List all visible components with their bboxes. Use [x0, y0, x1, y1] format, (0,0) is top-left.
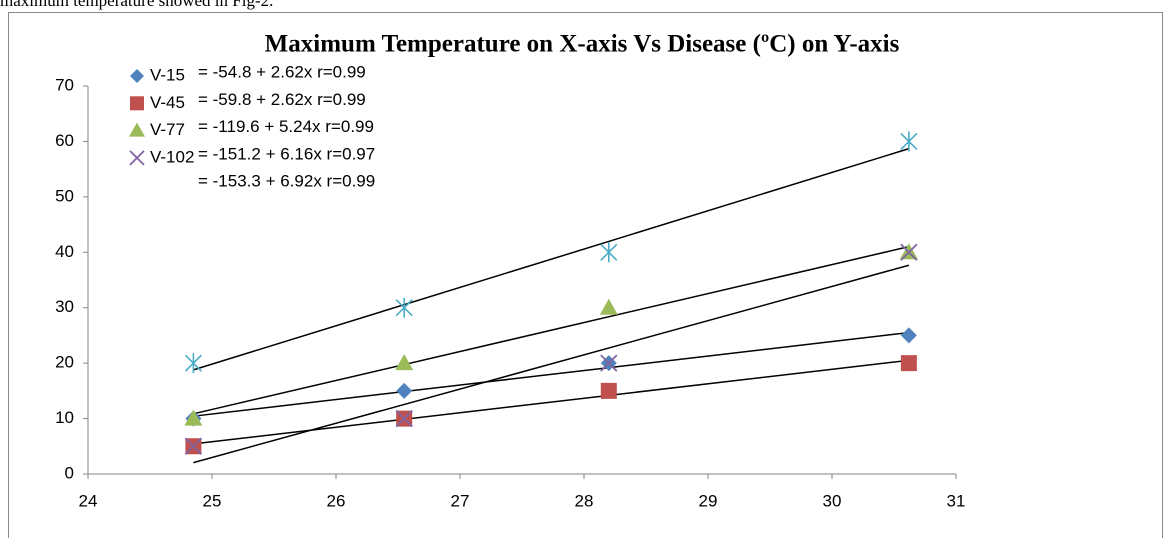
trendline — [193, 264, 910, 464]
page-text: maximum temperature showed in Fig-2. — [0, 0, 273, 10]
point — [184, 353, 202, 374]
trendline — [193, 245, 910, 415]
point — [395, 297, 413, 318]
point — [900, 243, 918, 261]
point — [395, 409, 413, 428]
y-tick-label: 50 — [55, 186, 74, 205]
x-tick-label: 26 — [327, 491, 346, 510]
y-tick-label: 10 — [55, 408, 74, 427]
x-tick-label: 28 — [575, 491, 594, 510]
x-tick-label: 30 — [823, 491, 842, 510]
x-tick-label: 31 — [947, 491, 966, 510]
x-tick-label: 24 — [79, 491, 98, 510]
point — [900, 355, 917, 372]
equation: = -153.3 + 6.92x r=0.99 — [198, 172, 375, 191]
legend-marker — [129, 150, 145, 166]
legend-marker — [130, 96, 144, 111]
equation: = -119.6 + 5.24x r=0.99 — [198, 117, 374, 136]
y-tick-label: 30 — [55, 297, 74, 316]
point — [600, 382, 617, 399]
point — [396, 382, 413, 399]
point — [600, 242, 618, 263]
trendline — [193, 331, 909, 417]
point — [184, 437, 203, 455]
y-tick-label: 20 — [55, 353, 74, 372]
equation: = -59.8 + 2.62x r=0.99 — [198, 90, 366, 109]
trendline — [193, 147, 910, 371]
legend-label: V-15 — [150, 65, 185, 84]
legend-label: V-45 — [150, 93, 185, 112]
chart-title: Maximum Temperature on X-axis Vs Disease… — [265, 31, 900, 58]
point — [900, 131, 918, 152]
y-tick-label: 40 — [55, 242, 74, 261]
y-tick-label: 70 — [55, 75, 74, 94]
x-tick-label: 29 — [699, 491, 718, 510]
legend-marker — [129, 122, 145, 137]
point — [599, 298, 618, 315]
x-tick-label: 27 — [451, 491, 470, 510]
equation: = -54.8 + 2.62x r=0.99 — [198, 62, 366, 81]
legend-label: V-77 — [150, 120, 185, 139]
x-tick-label: 25 — [203, 491, 222, 510]
chart-border — [8, 12, 1163, 538]
point — [395, 354, 414, 371]
y-tick-label: 0 — [65, 463, 74, 482]
point — [184, 409, 203, 426]
point — [600, 354, 618, 372]
equation: = -151.2 + 6.16x r=0.97 — [198, 144, 375, 163]
legend-label: V-102 — [150, 147, 194, 166]
point — [900, 327, 917, 344]
trendline — [193, 359, 909, 445]
legend-marker — [130, 69, 144, 83]
y-tick-label: 60 — [55, 131, 74, 150]
